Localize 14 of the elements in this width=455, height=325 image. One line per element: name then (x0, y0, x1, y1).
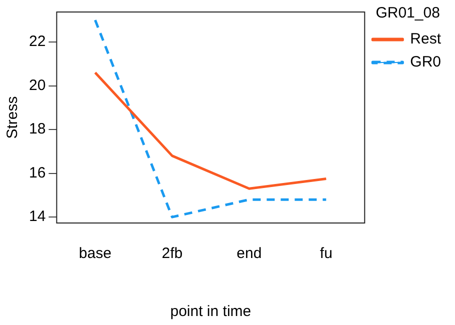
y-tick-label: 16 (28, 164, 46, 182)
y-tick-label: 14 (28, 208, 46, 226)
y-tick-label: 22 (28, 33, 46, 50)
x-axis-title: point in time (170, 303, 252, 320)
x-tick-label: end (236, 245, 262, 262)
legend-label: Rest (410, 30, 442, 48)
legend-label: GR0 (410, 54, 441, 71)
x-tick-label: base (78, 245, 112, 262)
x-tick-label: fu (320, 245, 332, 262)
x-tick-label: 2fb (162, 245, 183, 262)
y-tick-label: 20 (28, 76, 46, 94)
legend-title: GR01_08 (376, 4, 440, 22)
y-axis-title: Stress (4, 96, 22, 139)
y-tick-label: 18 (28, 120, 46, 138)
